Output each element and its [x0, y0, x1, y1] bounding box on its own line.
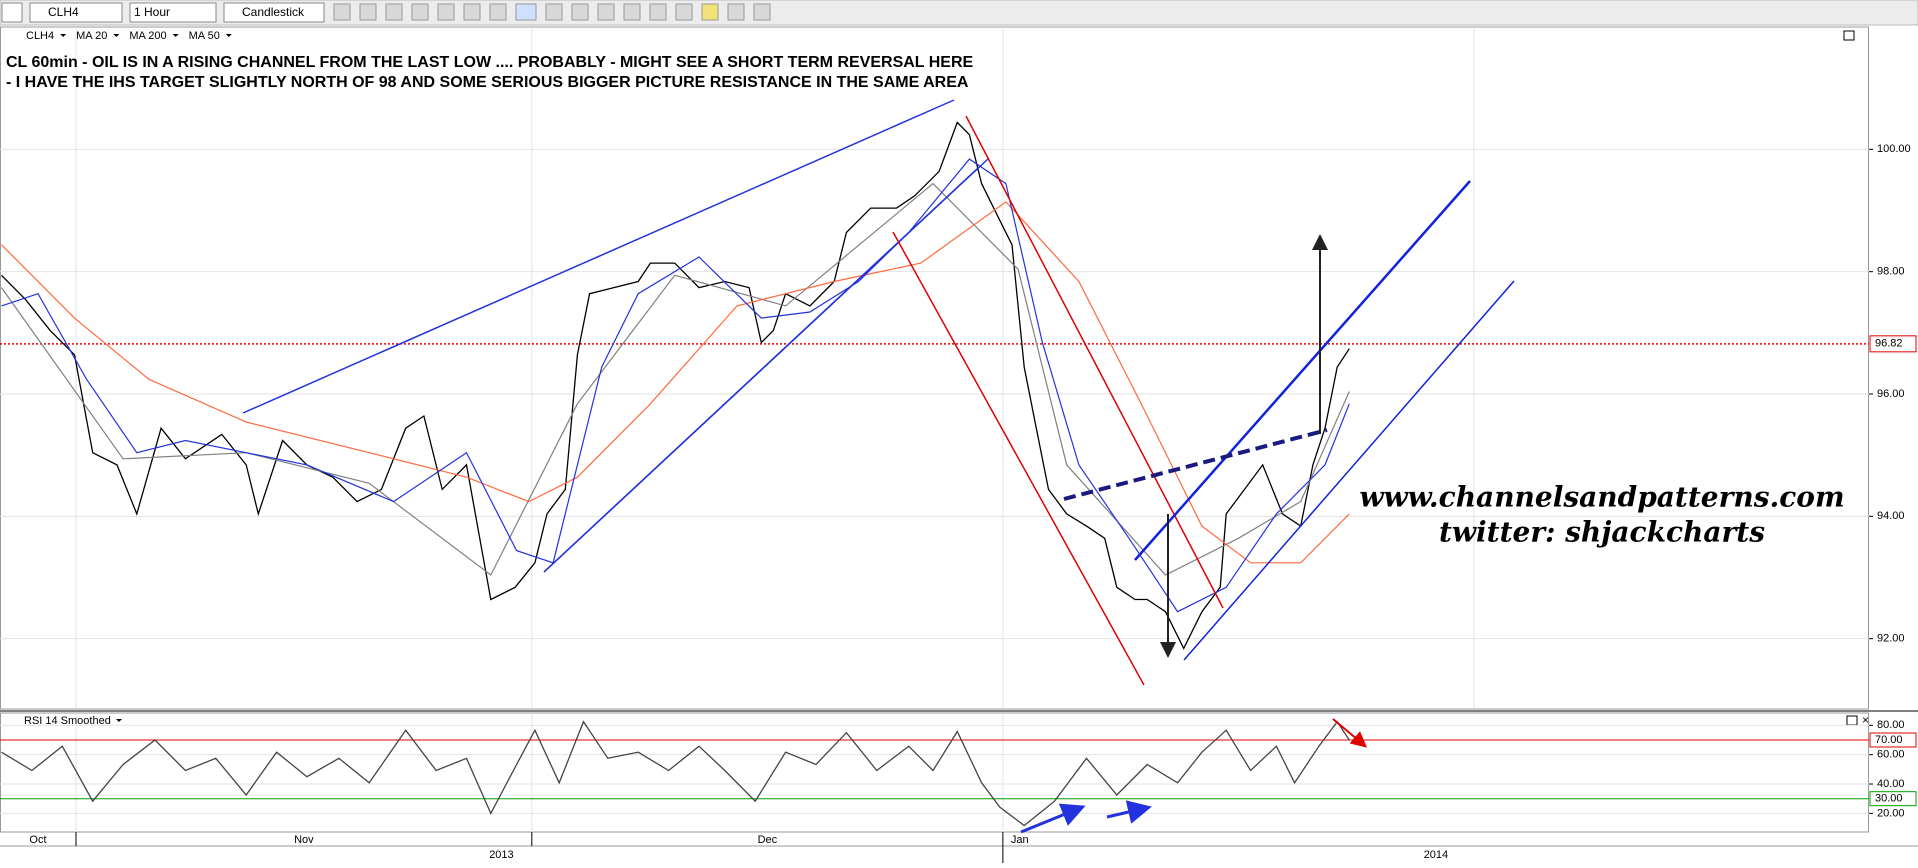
plot-layer: 92.00 94.00 96.00 98.00 100.00 CLH4 MA 20 MA 20… [0, 27, 1918, 863]
symbol[interactable]: CLH4 [48, 5, 79, 19]
maximize-button[interactable] [1843, 30, 1855, 41]
level-label: 70.00 [1875, 734, 1903, 746]
year-label: 2014 [1424, 849, 1448, 861]
legend-dropdown [60, 34, 67, 37]
watermark: www.channelsandpatterns.com [1359, 481, 1844, 514]
tool-icons [333, 3, 771, 21]
indicator-dropdown [116, 719, 122, 722]
style-box[interactable] [223, 2, 325, 23]
y-tick-label: 92.00 [1877, 633, 1905, 645]
interval-box[interactable] [129, 2, 217, 23]
style[interactable]: Candlestick [242, 5, 305, 19]
y-tick-label: 98.00 [1877, 266, 1905, 278]
last-price-box [1869, 335, 1917, 353]
trend-lines [242, 99, 1515, 834]
level-box [1869, 791, 1917, 807]
legend-dropdown [113, 34, 120, 37]
chart-subtitle: - I HAVE THE IHS TARGET SLIGHTLY NORTH O… [6, 74, 969, 91]
level-box [1869, 732, 1917, 748]
x-tick-label: Nov [294, 834, 314, 846]
symbol-box[interactable] [29, 2, 123, 23]
y-tick-label: 20.00 [1877, 807, 1905, 819]
rsi-frame [0, 712, 1869, 833]
x-tick-label: Oct [29, 834, 46, 846]
maximize-button[interactable] [1846, 715, 1858, 726]
legend-dropdown [172, 34, 179, 37]
series-line [1, 158, 1350, 613]
legend-entry: CLH4 [26, 30, 54, 42]
watermark: twitter: shjackcharts [1439, 516, 1765, 549]
x-tick-label: Jan [1011, 834, 1029, 846]
price-frame [0, 26, 1869, 710]
series-line [1, 720, 1350, 827]
legend-entry: MA 200 [129, 30, 166, 42]
series-line [1, 201, 1350, 564]
legend-entry: MA 20 [76, 30, 107, 42]
toolbar: CLH4 1 Hour Candlestick [0, 0, 1918, 26]
menu-button[interactable] [1, 2, 23, 23]
chart-title: CL 60min - OIL IS IN A RISING CHANNEL FR… [6, 54, 974, 71]
legend-dropdown [225, 34, 232, 37]
interval[interactable]: 1 Hour [134, 5, 170, 19]
y-tick-label: 60.00 [1877, 749, 1905, 761]
y-tick-label: 80.00 [1877, 719, 1905, 731]
legend-entry: MA 50 [189, 30, 220, 42]
y-tick-label: 100.00 [1877, 143, 1911, 155]
year-label: 2013 [489, 849, 513, 861]
level-label: 30.00 [1875, 793, 1903, 805]
y-tick-label: 94.00 [1877, 510, 1905, 522]
y-tick-label: 96.00 [1877, 388, 1905, 400]
indicator-label: RSI 14 Smoothed [24, 715, 111, 727]
series-line [1, 182, 1350, 576]
close-button[interactable]: × [1862, 713, 1869, 727]
y-tick-label: 40.00 [1877, 778, 1905, 790]
series-line [1, 121, 1350, 650]
last-price-label: 96.82 [1875, 338, 1903, 350]
x-tick-label: Dec [758, 834, 778, 846]
